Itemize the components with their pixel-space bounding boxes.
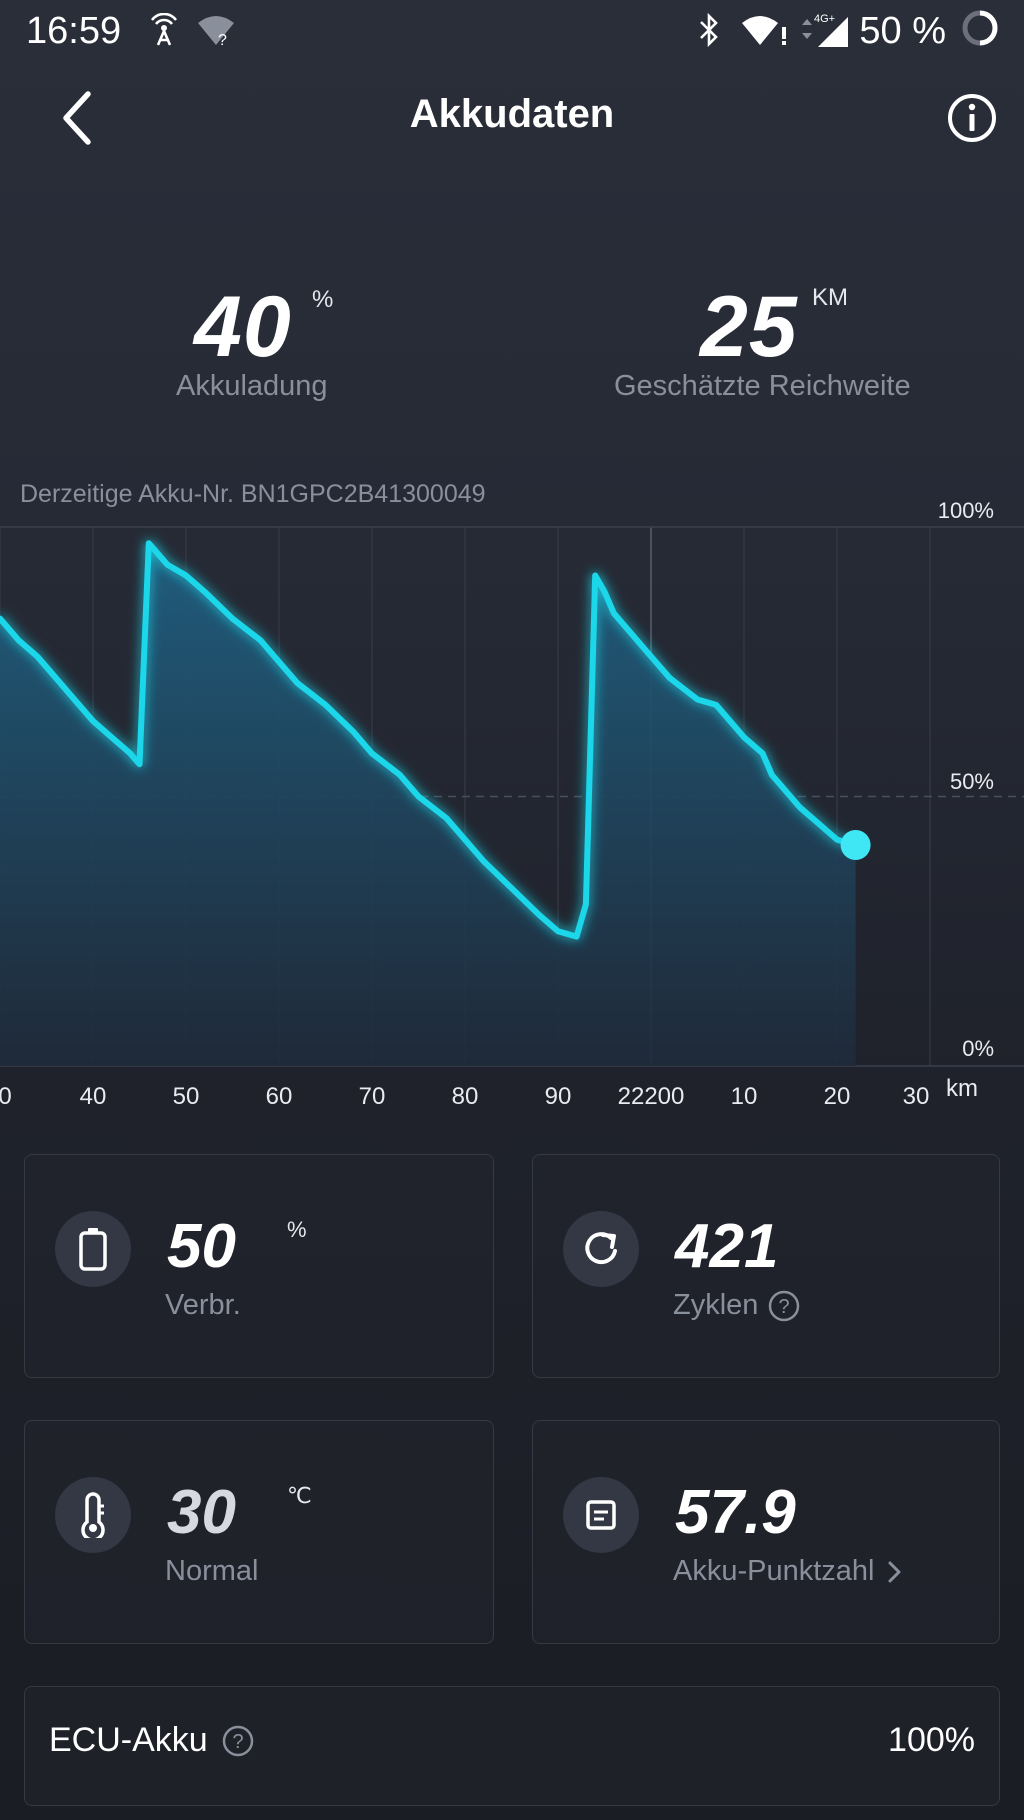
x-tick-label: 30 bbox=[903, 1083, 930, 1110]
x-tick-label: 10 bbox=[731, 1083, 758, 1110]
charge-unit: % bbox=[312, 286, 334, 313]
refresh-icon bbox=[563, 1211, 639, 1287]
score-value: 57.9 bbox=[675, 1478, 796, 1547]
x-tick-label: 20 bbox=[824, 1083, 851, 1110]
range-value: 25 bbox=[700, 279, 798, 375]
chevron-left-icon bbox=[63, 91, 91, 145]
x-tick-label: 0 bbox=[0, 1083, 12, 1110]
battery-icon bbox=[55, 1211, 131, 1287]
cycles-value: 421 bbox=[675, 1212, 779, 1281]
consumption-label: Verbr. bbox=[165, 1289, 241, 1321]
battery-level-chart[interactable]: 0 40 50 60 70 80 90 22200 10 20 30 100% 50% 0% km bbox=[0, 500, 1024, 1120]
document-icon bbox=[563, 1477, 639, 1553]
svg-text:?: ? bbox=[218, 32, 227, 47]
consumption-value: 50 bbox=[167, 1212, 236, 1281]
network-type: 4G+ bbox=[814, 13, 835, 25]
ecu-value: 100% bbox=[888, 1721, 975, 1759]
thermometer-icon bbox=[55, 1477, 131, 1553]
help-icon[interactable]: ? bbox=[222, 1725, 254, 1757]
wifi-unknown-icon: ? bbox=[196, 12, 236, 48]
temperature-card: 30 ℃ Normal bbox=[24, 1420, 494, 1644]
bluetooth-icon bbox=[694, 12, 724, 48]
svg-text:?: ? bbox=[232, 1731, 243, 1753]
range-unit: KM bbox=[812, 284, 848, 311]
ecu-battery-row: ECU-Akku ? 100% bbox=[24, 1686, 1000, 1806]
chart-series-line bbox=[0, 540, 859, 940]
back-button[interactable] bbox=[54, 88, 104, 148]
x-tick-label: 50 bbox=[173, 1083, 200, 1110]
wifi-icon bbox=[740, 12, 790, 48]
x-tick-label: 90 bbox=[545, 1083, 572, 1110]
cycles-card: 421 Zyklen ? bbox=[532, 1154, 1000, 1378]
charge-value: 40 bbox=[194, 279, 292, 375]
temperature-label: Normal bbox=[165, 1555, 259, 1587]
temperature-value: 30 bbox=[167, 1478, 236, 1547]
y-tick-label: 0% bbox=[962, 1036, 994, 1061]
battery-ring-icon bbox=[960, 10, 1000, 46]
hotspot-icon bbox=[146, 12, 182, 48]
status-time: 16:59 bbox=[26, 10, 122, 52]
chevron-right-icon bbox=[888, 1561, 900, 1582]
temperature-unit: ℃ bbox=[287, 1483, 312, 1508]
score-card[interactable]: 57.9 Akku-Punktzahl bbox=[532, 1420, 1000, 1644]
charge-label: Akkuladung bbox=[176, 370, 328, 402]
battery-serial: Derzeitige Akku-Nr. BN1GPC2B41300049 bbox=[20, 480, 486, 508]
x-axis-ticks: 0 40 50 60 70 80 90 22200 10 20 30 bbox=[0, 1083, 929, 1110]
score-label: Akku-Punktzahl bbox=[673, 1555, 905, 1588]
y-tick-label: 50% bbox=[950, 769, 994, 794]
info-icon bbox=[948, 94, 996, 142]
cycles-label: Zyklen ? bbox=[673, 1289, 800, 1322]
signal-icon: 4G+ bbox=[800, 12, 852, 48]
x-tick-label: 40 bbox=[80, 1083, 107, 1110]
help-icon[interactable]: ? bbox=[768, 1290, 800, 1322]
x-tick-label: 70 bbox=[359, 1083, 386, 1110]
current-point bbox=[840, 830, 871, 861]
y-axis-ticks: 100% 50% 0% bbox=[938, 500, 994, 1061]
info-button[interactable] bbox=[946, 92, 998, 144]
x-tick-label: 60 bbox=[266, 1083, 293, 1110]
x-tick-label: 80 bbox=[452, 1083, 479, 1110]
consumption-card: 50 % Verbr. bbox=[24, 1154, 494, 1378]
consumption-unit: % bbox=[287, 1217, 307, 1242]
x-axis-unit: km bbox=[946, 1075, 978, 1102]
page-title: Akkudaten bbox=[409, 92, 615, 136]
y-tick-label: 100% bbox=[938, 500, 994, 523]
ecu-label: ECU-Akku ? bbox=[49, 1721, 254, 1760]
x-tick-label: 22200 bbox=[618, 1083, 685, 1110]
range-label: Geschätzte Reichweite bbox=[614, 370, 911, 402]
svg-text:?: ? bbox=[779, 1296, 790, 1318]
battery-percent: 50 % bbox=[859, 10, 946, 52]
